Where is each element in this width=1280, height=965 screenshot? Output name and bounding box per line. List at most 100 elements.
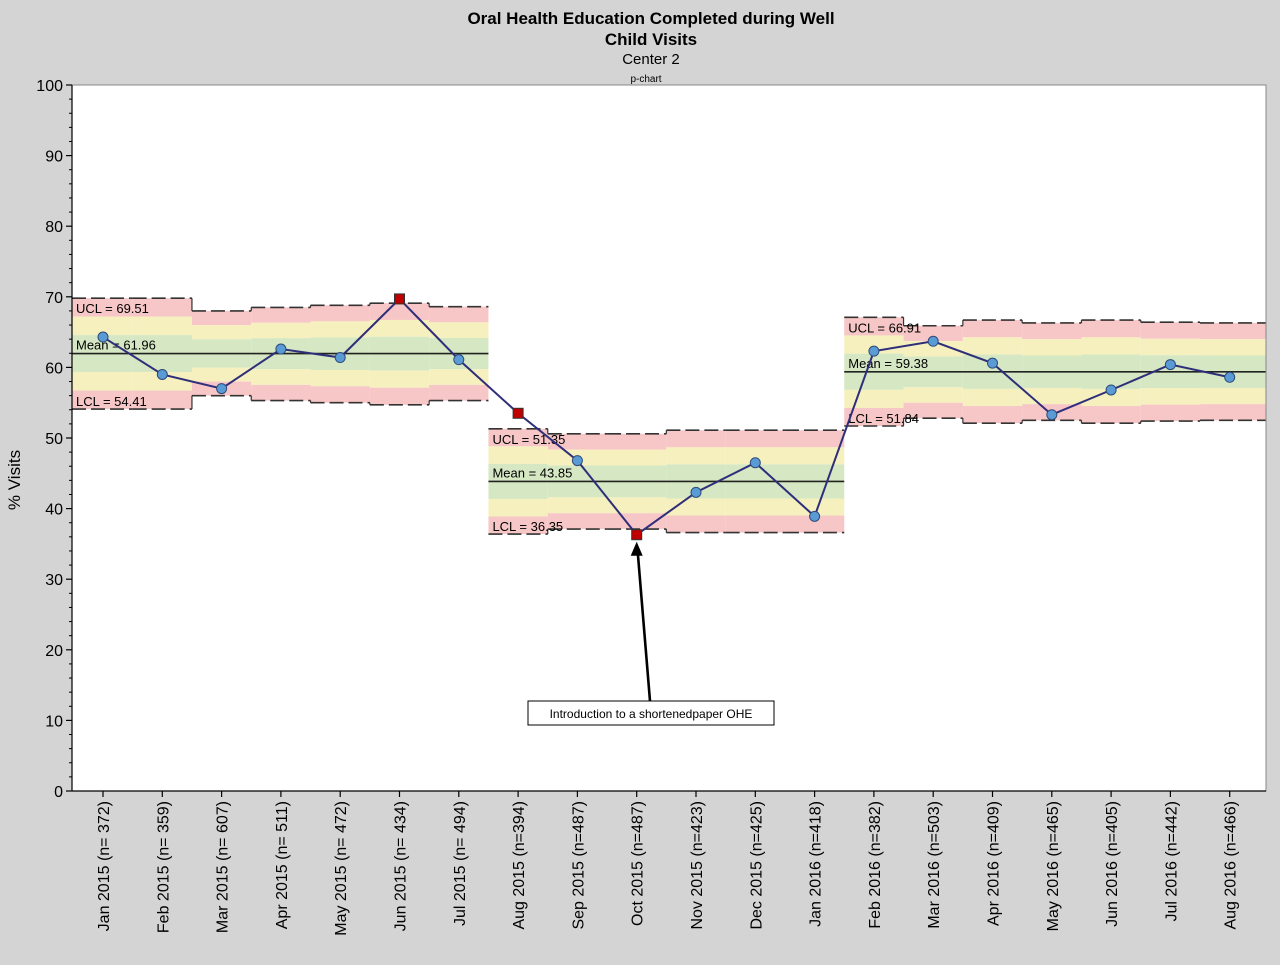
zone-band-phase1-point6-1	[369, 303, 430, 320]
zone-band-phase2-point8-4	[488, 498, 548, 517]
zone-band-phase2-point12-2	[725, 447, 785, 465]
data-point-15	[927, 335, 939, 347]
data-point-flagged-8	[512, 407, 524, 419]
data-point-17	[1046, 409, 1058, 421]
zone-band-phase3-point18-4	[1081, 388, 1141, 407]
zone-band-phase3-point20-2	[1200, 339, 1266, 356]
series-line	[102, 297, 1230, 537]
zone-band-phase2-point9-5	[547, 513, 608, 530]
zone-band-phase3-point14-1	[844, 317, 904, 336]
ucl-label-phase1: UCL = 69.51	[76, 301, 149, 316]
y-tick-label-20: 20	[45, 643, 63, 660]
mean-label-phase3: Mean = 59.38	[848, 356, 928, 371]
zone-band-phase3-point19-4	[1140, 388, 1201, 405]
zone-band-phase3-point17-2	[1022, 339, 1082, 356]
zone-band-phase1-point7-1	[429, 306, 489, 323]
zone-band-phase3-point15-4	[903, 387, 963, 403]
x-tick-label-2: Feb 2015 (n= 359)	[155, 801, 172, 933]
data-point-14	[868, 345, 880, 357]
zone-band-phase1-point2-4	[132, 372, 192, 391]
zone-band-phase1-point4-4	[251, 369, 311, 385]
data-point-flagged-6	[394, 293, 405, 305]
data-point-13	[809, 510, 821, 522]
data-point-19	[1164, 359, 1176, 371]
data-point-12	[749, 457, 761, 469]
zone-band-phase2-point10-2	[607, 449, 667, 466]
zone-band-phase3-point14-4	[844, 389, 904, 408]
zone-band-phase3-point17-4	[1022, 387, 1082, 405]
x-tick-label-9: Sep 2015 (n=487)	[570, 801, 587, 930]
x-tick-label-12: Dec 2015 (n=425)	[748, 801, 765, 930]
x-tick-label-6: Jun 2015 (n= 434)	[393, 801, 410, 931]
zone-band-phase1-point6-2	[369, 319, 430, 337]
chart-title-line2: Child Visits	[605, 30, 697, 49]
zone-band-phase1-point5-2	[310, 321, 370, 338]
y-tick-label-100: 100	[36, 78, 63, 95]
zone-band-phase2-point10-1	[607, 433, 667, 450]
zone-band-phase1-point4-2	[251, 322, 311, 339]
y-tick-label-60: 60	[45, 360, 63, 377]
zone-band-phase1-point2-5	[132, 390, 192, 410]
lcl-label-phase2: LCL = 36.35	[492, 519, 563, 534]
zone-band-phase3-point16-5	[962, 406, 1023, 424]
zone-band-phase2-point12-1	[725, 430, 785, 448]
chart-title-line1: Oral Health Education Completed during W…	[467, 9, 834, 28]
zone-band-phase1-point2-1	[132, 298, 192, 317]
x-tick-label-5: May 2015 (n= 472)	[333, 801, 350, 936]
data-point-5	[334, 352, 346, 364]
zone-band-phase1-point2-2	[132, 316, 192, 336]
zone-band-phase3-point19-1	[1140, 322, 1201, 339]
zone-band-phase2-point12-5	[725, 515, 785, 533]
data-point-1	[97, 331, 109, 343]
data-point-11	[690, 486, 702, 498]
zone-band-phase3-point15-2	[903, 341, 963, 357]
zone-band-phase3-point14-5	[844, 407, 904, 426]
x-tick-label-8: Aug 2015 (n=394)	[511, 801, 528, 930]
zone-band-phase2-point9-4	[547, 497, 608, 514]
data-point-2	[156, 368, 168, 380]
zone-band-phase1-point6-5	[369, 387, 430, 405]
zone-band-phase1-point1-2	[72, 316, 133, 336]
lcl-label-phase1: LCL = 54.41	[76, 394, 147, 409]
zone-band-phase1-point3-2	[191, 325, 252, 340]
data-point-20	[1224, 371, 1236, 383]
annotation-box	[527, 700, 775, 726]
zone-band-phase1-point4-5	[251, 384, 311, 401]
lcl-label-phase3: LCL = 51.84	[848, 411, 919, 426]
zone-band-phase3-point19-5	[1140, 404, 1201, 422]
x-tick-label-16: Apr 2016 (n=409)	[986, 801, 1003, 926]
x-tick-label-3: Mar 2015 (n= 607)	[215, 801, 232, 933]
zone-band-phase2-point11-5	[666, 515, 726, 533]
zone-band-phase1-point1-5	[72, 390, 133, 410]
data-point-4	[275, 343, 287, 355]
zone-band-phase1-point7-5	[429, 384, 489, 401]
x-tick-label-11: Nov 2015 (n=423)	[689, 801, 706, 930]
zone-band-phase1-point5-1	[310, 305, 370, 322]
zone-band-phase1-point6-4	[369, 370, 430, 388]
data-point-9	[571, 455, 583, 467]
x-tick-label-17: May 2016 (n=465)	[1045, 801, 1062, 931]
zone-band-phase1-point7-2	[429, 322, 489, 338]
zone-band-phase1-point5-5	[310, 386, 370, 403]
zone-band-phase1-point1-4	[72, 372, 133, 391]
zone-band-phase3-point18-2	[1081, 337, 1141, 355]
zone-band-phase2-point12-4	[725, 498, 785, 516]
y-tick-label-10: 10	[45, 713, 63, 730]
zone-band-phase3-point16-1	[962, 320, 1023, 338]
x-tick-label-14: Feb 2016 (n=382)	[867, 801, 884, 929]
zone-band-phase2-point13-5	[784, 515, 845, 533]
zone-band-phase3-point17-1	[1022, 322, 1082, 340]
x-tick-label-13: Jan 2016 (n=418)	[808, 801, 825, 927]
y-axis-label: % Visits	[5, 450, 24, 510]
data-point-7	[453, 354, 465, 366]
ucl-label-phase3: UCL = 66.91	[848, 320, 921, 335]
y-tick-label-0: 0	[54, 784, 63, 801]
zone-band-phase3-point20-4	[1200, 387, 1266, 405]
annotation-text: Introduction to a shortenedpaper OHE	[550, 707, 753, 721]
ucl-label-phase2: UCL = 51.35	[492, 432, 565, 447]
y-tick-label-80: 80	[45, 219, 63, 236]
zone-band-phase2-point11-1	[666, 430, 726, 448]
x-tick-label-4: Apr 2015 (n= 511)	[274, 801, 291, 929]
